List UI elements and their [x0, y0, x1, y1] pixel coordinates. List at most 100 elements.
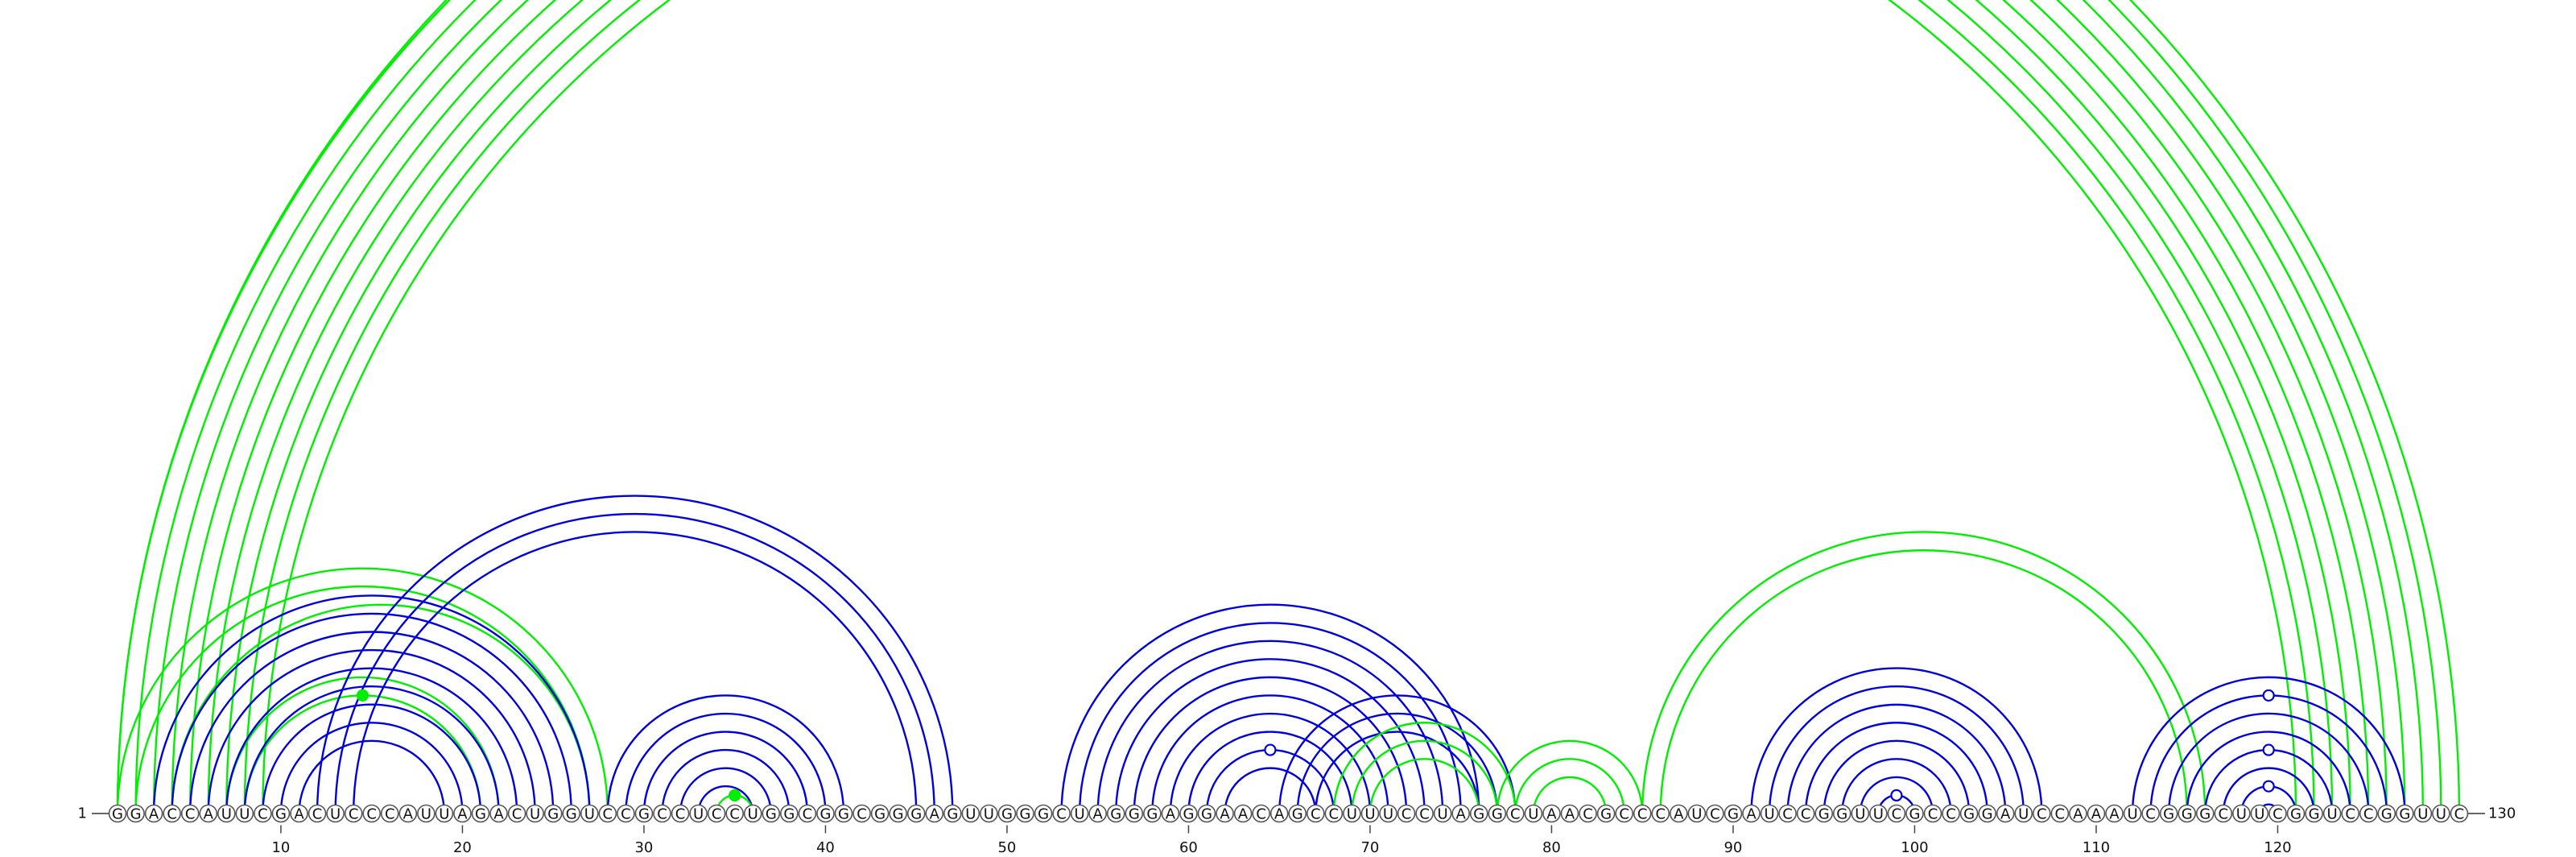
nucleotide-54: U — [1070, 804, 1089, 823]
svg-text:C: C — [712, 806, 722, 823]
nucleotide-112: U — [2123, 804, 2142, 823]
svg-text:C: C — [2454, 806, 2465, 823]
svg-text:U: U — [1764, 806, 1774, 823]
nucleotide-52: G — [1034, 804, 1053, 823]
svg-text:A: A — [1746, 806, 1757, 823]
nucleotide-94: C — [1796, 804, 1815, 823]
nucleotide-84: C — [1615, 804, 1633, 823]
nucleotide-72: C — [1397, 804, 1416, 823]
svg-text:A: A — [403, 806, 414, 823]
svg-text:G: G — [1001, 806, 1013, 823]
svg-text:A: A — [1238, 806, 1249, 823]
nucleotide-1: G — [108, 804, 127, 823]
nucleotide-28: C — [598, 804, 617, 823]
arc-green-85-116 — [1641, 531, 2207, 814]
nucleotide-70: U — [1360, 804, 1380, 823]
svg-text:U: U — [1383, 806, 1393, 823]
svg-text:A: A — [294, 806, 304, 823]
svg-text:C: C — [2273, 806, 2283, 823]
svg-text:C: C — [1056, 806, 1067, 823]
arc-blue-30-39 — [642, 731, 809, 814]
nucleotide-116: G — [2195, 804, 2215, 823]
svg-text:A: A — [493, 806, 504, 823]
svg-text:C: C — [1655, 806, 1666, 823]
svg-text:A: A — [1546, 806, 1557, 823]
tick-label-10: 10 — [271, 839, 290, 856]
arc-marker-118-121 — [2262, 780, 2275, 793]
nucleotide-76: G — [1469, 804, 1488, 823]
nucleotide-96: G — [1832, 804, 1852, 823]
nucleotide-100: G — [1905, 804, 1924, 823]
arc-green-1-129 — [116, 0, 2442, 814]
arc-green-77-85 — [1496, 739, 1644, 814]
svg-text:U: U — [221, 806, 232, 823]
svg-text:C: C — [366, 806, 377, 823]
nucleotide-45: G — [906, 804, 926, 823]
nucleotide-20: A — [453, 804, 472, 823]
arcs-layer — [116, 0, 2461, 814]
svg-text:U: U — [2236, 806, 2247, 823]
nucleotide-78: C — [1506, 804, 1525, 823]
svg-text:G: G — [638, 806, 650, 823]
nucleotide-83: G — [1596, 804, 1616, 823]
nucleotide-109: A — [2069, 804, 2087, 823]
svg-text:G: G — [2290, 806, 2301, 823]
nucleotide-13: U — [326, 804, 345, 823]
arc-blue-93-105 — [1786, 703, 2007, 814]
nucleotide-125: C — [2359, 804, 2378, 823]
nucleotide-68: C — [1324, 804, 1344, 823]
nucleotide-25: G — [543, 804, 563, 823]
svg-text:G: G — [766, 806, 777, 823]
arc-blue-31-38 — [661, 748, 791, 814]
arc-blue-33-36 — [697, 785, 754, 814]
ticks-layer: 10 20 30 40 50 60 70 80 90 100 110 120 — [271, 825, 2292, 856]
svg-text:C: C — [167, 806, 177, 823]
nucleotide-71: U — [1379, 804, 1397, 823]
svg-text:G: G — [947, 806, 958, 823]
nucleotide-43: G — [870, 804, 890, 823]
nucleotide-19: U — [435, 804, 454, 823]
tick-label-120: 120 — [2264, 839, 2291, 856]
nucleotide-42: C — [852, 804, 871, 823]
arc-blue-56-73 — [1115, 658, 1426, 814]
nucleotide-10: G — [271, 804, 291, 823]
svg-text:U: U — [2417, 806, 2428, 823]
svg-text:C: C — [1419, 806, 1430, 823]
nucleotide-79: U — [1524, 804, 1543, 823]
nucleotide-80: A — [1542, 804, 1561, 823]
svg-text:G: G — [1600, 806, 1612, 823]
arc-blue-114-125 — [2167, 712, 2370, 814]
arc-blue-28-41 — [606, 694, 845, 814]
svg-text:C: C — [729, 806, 740, 823]
nucleotide-63: A — [1233, 804, 1253, 823]
svg-text:G: G — [1020, 806, 1031, 823]
nucleotide-85: C — [1633, 804, 1652, 823]
tick-label-110: 110 — [2083, 839, 2110, 856]
nucleotide-99: C — [1887, 804, 1906, 823]
svg-text:C: C — [2219, 806, 2229, 823]
nucleotide-49: U — [980, 804, 998, 823]
svg-text:A: A — [2091, 806, 2102, 823]
svg-text:A: A — [457, 806, 468, 823]
svg-text:U: U — [2018, 806, 2029, 823]
tick-label-100: 100 — [1901, 839, 1928, 856]
nucleotide-124: C — [2341, 804, 2359, 823]
svg-text:U: U — [239, 806, 250, 823]
nucleotide-48: U — [961, 804, 980, 823]
svg-text:G: G — [1473, 806, 1484, 823]
nucleotide-40: G — [816, 804, 835, 823]
svg-text:G: G — [838, 806, 849, 823]
tick-label-60: 60 — [1179, 839, 1198, 856]
nucleotide-101: C — [1923, 804, 1942, 823]
arc-green-2-128 — [134, 0, 2425, 814]
svg-text:G: G — [783, 806, 795, 823]
nucleotide-14: C — [344, 804, 363, 823]
arc-green-4-126 — [171, 0, 2388, 814]
nucleotide-69: U — [1343, 804, 1361, 823]
svg-text:G: G — [475, 806, 486, 823]
nucleotide-64: C — [1252, 804, 1270, 823]
nucleotide-108: C — [2050, 804, 2070, 823]
nucleotide-60: G — [1179, 804, 1198, 823]
arc-blue-67-76 — [1315, 731, 1480, 814]
